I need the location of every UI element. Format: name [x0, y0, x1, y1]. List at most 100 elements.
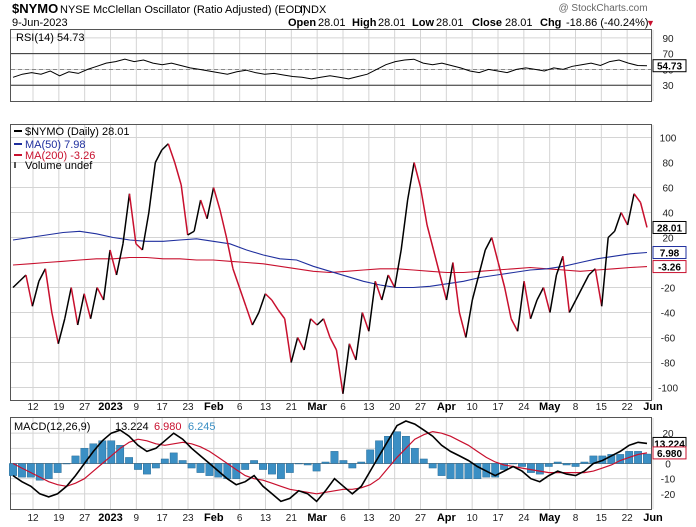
signal-legend-value: 6.980	[154, 421, 182, 433]
chg-down-arrow-icon: ▼	[646, 18, 655, 28]
nymo-line-segment	[361, 312, 370, 332]
x-tick-label: Apr	[437, 512, 457, 524]
x-tick-label: 21	[286, 402, 298, 413]
macd-histogram-bar	[268, 463, 276, 475]
nymo-line-segment	[44, 268, 53, 313]
nymo-line-segment	[368, 281, 377, 332]
last-value-box	[652, 446, 687, 460]
y-tick-label: 20	[662, 429, 674, 440]
x-tick-label: 6	[340, 513, 346, 524]
macd-histogram-bar	[187, 463, 196, 469]
nymo-line-segment	[135, 243, 143, 251]
nymo-line-segment	[562, 256, 571, 313]
nymo-line-segment	[588, 268, 596, 276]
nymo-line-segment	[613, 212, 622, 232]
macd-histogram-bar	[348, 463, 357, 469]
chart-date: 9-Jun-2023	[12, 17, 68, 29]
nymo-line-segment	[271, 299, 279, 311]
x-tick-label: 23	[182, 402, 194, 413]
macd-histogram-bar	[116, 445, 125, 464]
last-value-text: 13.224	[654, 439, 685, 450]
nymo-line-segment	[258, 293, 267, 313]
nymo-line-segment	[594, 268, 603, 307]
macd-histogram-bar	[143, 463, 151, 475]
macd-histogram-bar	[89, 443, 98, 464]
macd-histogram-bar	[428, 463, 437, 469]
x-tick-label: 20	[389, 402, 401, 413]
y-tick-label: 100	[660, 134, 677, 145]
nymo-line-segment	[400, 199, 409, 251]
nymo-line-segment	[167, 143, 176, 163]
y-tick-label: 80	[662, 159, 674, 170]
macd-histogram-bar	[169, 452, 178, 464]
nymo-line-segment	[102, 249, 111, 301]
y-tick-label: -20	[661, 490, 676, 501]
x-tick-label: 20	[389, 513, 401, 524]
x-tick-label: May	[539, 401, 561, 413]
nymo-line-segment	[31, 281, 40, 307]
macd-histogram-bar	[375, 440, 384, 464]
close-value: 28.01	[505, 17, 533, 29]
macd-histogram-bar	[419, 458, 428, 464]
x-tick-label: 19	[53, 513, 65, 524]
nymo-line-segment	[497, 262, 506, 288]
macd-histogram-bar	[491, 463, 500, 478]
nymo-line-segment	[419, 187, 428, 226]
x-tick-label: Feb	[204, 401, 224, 413]
chg-value: -18.86 (-40.24%)	[566, 17, 649, 29]
nymo-line-segment	[471, 274, 480, 301]
nymo-line-segment	[264, 293, 273, 301]
nymo-line-segment	[536, 287, 545, 301]
nymo-line-segment	[51, 312, 60, 344]
nymo-line-segment	[25, 274, 34, 307]
macd-histogram-bar	[643, 453, 651, 464]
nymo-line-segment	[335, 349, 344, 394]
y-tick-label: 20	[662, 234, 674, 245]
x-tick-label: 27	[79, 402, 91, 413]
nymo-line-segment	[277, 309, 286, 320]
nymo-line-segment	[322, 318, 331, 338]
last-value-text: -3.26	[658, 263, 681, 274]
nymo-line-segment	[122, 193, 131, 244]
macd-histogram-bar	[151, 463, 160, 469]
high-value: 28.01	[378, 17, 406, 29]
x-tick-label: 13	[260, 402, 272, 413]
open-label: Open	[288, 17, 316, 29]
macd-histogram-bar	[196, 463, 205, 473]
x-tick-label: 21	[286, 513, 298, 524]
y-tick-label: -80	[661, 359, 676, 370]
ma200-legend: MA(200) -3.26	[25, 150, 95, 162]
nymo-line-segment	[393, 249, 402, 288]
nymo-line-segment	[426, 224, 435, 251]
chart-title: NYSE McClellan Oscillator (Ratio Adjuste…	[60, 4, 306, 16]
nymo-line-segment	[374, 281, 383, 301]
x-tick-label: 13	[363, 513, 375, 524]
nymo-line-segment	[154, 149, 163, 163]
nymo-line-segment	[245, 306, 254, 326]
macd-histogram-bar	[384, 436, 392, 464]
nymo-line-segment	[626, 193, 635, 226]
x-tick-label: Feb	[204, 512, 224, 524]
macd-histogram-bar	[26, 463, 35, 478]
last-value-tag: -3.26	[652, 260, 687, 274]
last-value-box	[652, 246, 687, 260]
x-tick-label: Mar	[307, 401, 327, 413]
nymo-line-segment	[180, 184, 189, 236]
macd-histogram-bar	[357, 461, 366, 464]
macd-histogram-bar	[241, 463, 250, 470]
nymo-line-segment	[581, 274, 590, 288]
macd-histogram-bar	[312, 463, 321, 472]
x-tick-label: 24	[518, 513, 530, 524]
x-tick-label: 27	[79, 513, 91, 524]
nymo-line-segment	[575, 287, 583, 301]
x-tick-label: 6	[237, 513, 243, 524]
open-value: 28.01	[318, 17, 346, 29]
macd-histogram-bar	[366, 449, 375, 464]
nymo-line-segment	[303, 318, 312, 351]
macd-histogram-bar	[607, 454, 616, 464]
x-tick-label: 12	[27, 402, 39, 413]
x-tick-label: 6	[340, 402, 346, 413]
macd-histogram-bar	[259, 463, 267, 470]
nymo-line-segment	[83, 293, 92, 319]
last-value-text: 54.73	[657, 62, 682, 73]
